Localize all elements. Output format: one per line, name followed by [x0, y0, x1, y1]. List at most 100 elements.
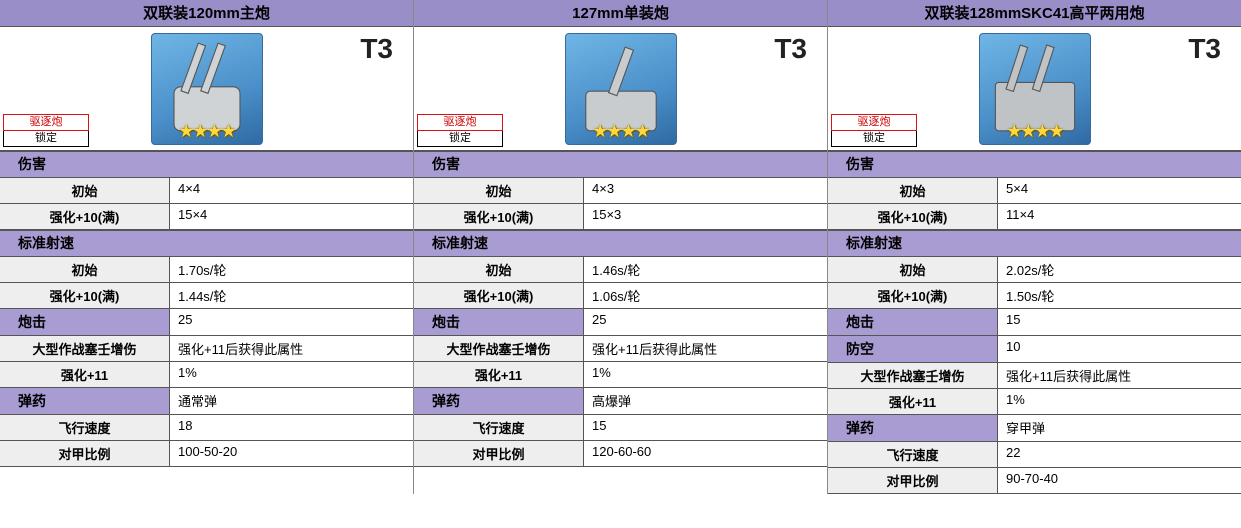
tier-label: T3: [1188, 33, 1221, 65]
stat-row: 初始2.02s/轮: [828, 257, 1241, 283]
lock-badge: 锁定: [3, 131, 89, 147]
stat-key: 炮击: [0, 309, 170, 335]
stat-key: 强化+10(满): [828, 283, 998, 308]
stat-row: 强化+111%: [828, 389, 1241, 415]
rarity-stars: ★★★★: [566, 121, 676, 142]
stat-value: 15: [998, 309, 1241, 335]
section-header: 伤害: [414, 151, 827, 178]
stat-row: 初始1.70s/轮: [0, 257, 413, 283]
stat-row: 强化+10(满)15×3: [414, 204, 827, 230]
stat-value: 1.44s/轮: [170, 283, 413, 308]
stat-row: 强化+10(满)1.50s/轮: [828, 283, 1241, 309]
equipment-icon[interactable]: ★★★★: [979, 33, 1091, 145]
stat-key: 炮击: [828, 309, 998, 335]
stat-row: 大型作战塞壬增伤强化+11后获得此属性: [0, 336, 413, 362]
type-badge: 驱逐炮: [417, 114, 503, 131]
stat-key: 对甲比例: [414, 441, 584, 466]
stat-row: 强化+10(满)1.44s/轮: [0, 283, 413, 309]
stat-value: 2.02s/轮: [998, 257, 1241, 282]
stat-key: 强化+10(满): [414, 283, 584, 308]
stat-key: 炮击: [414, 309, 584, 335]
stat-row: 对甲比例90-70-40: [828, 468, 1241, 494]
stat-row: 防空10: [828, 336, 1241, 363]
stat-row: 炮击25: [0, 309, 413, 336]
stat-row: 大型作战塞壬增伤强化+11后获得此属性: [414, 336, 827, 362]
stat-key: 大型作战塞壬增伤: [0, 336, 170, 361]
stat-row: 强化+111%: [414, 362, 827, 388]
stat-key: 对甲比例: [828, 468, 998, 493]
stat-value: 1.06s/轮: [584, 283, 827, 308]
stat-key: 初始: [828, 178, 998, 203]
stat-key: 初始: [414, 257, 584, 282]
tier-label: T3: [360, 33, 393, 65]
rarity-stars: ★★★★: [980, 121, 1090, 142]
stat-row: 弹药穿甲弹: [828, 415, 1241, 442]
stat-key: 初始: [414, 178, 584, 203]
stat-key: 初始: [0, 257, 170, 282]
stat-value: 1%: [998, 389, 1241, 414]
stat-value: 15×4: [170, 204, 413, 229]
stat-row: 弹药高爆弹: [414, 388, 827, 415]
stat-value: 1.50s/轮: [998, 283, 1241, 308]
stat-value: 强化+11后获得此属性: [170, 336, 413, 361]
equipment-icon[interactable]: ★★★★: [565, 33, 677, 145]
stat-key: 强化+10(满): [0, 204, 170, 229]
hero-area: T3 ★★★★ 驱逐炮锁定: [0, 27, 413, 151]
stat-value: 25: [584, 309, 827, 335]
stat-value: 10: [998, 336, 1241, 362]
badge-stack: 驱逐炮锁定: [417, 114, 503, 147]
badge-stack: 驱逐炮锁定: [831, 114, 917, 147]
stat-row: 强化+10(满)1.06s/轮: [414, 283, 827, 309]
equipment-icon[interactable]: ★★★★: [151, 33, 263, 145]
stat-key: 强化+11: [828, 389, 998, 414]
section-header: 伤害: [0, 151, 413, 178]
hero-area: T3★★★★驱逐炮锁定: [414, 27, 827, 151]
stat-key: 强化+10(满): [828, 204, 998, 229]
section-header: 标准射速: [0, 230, 413, 257]
stat-key: 飞行速度: [828, 442, 998, 467]
section-header: 标准射速: [414, 230, 827, 257]
equipment-panel: 双联装120mm主炮T3★★★★驱逐炮锁定伤害初始4×4强化+10(满)15×4…: [0, 0, 414, 494]
rarity-stars: ★★★★: [152, 121, 262, 142]
stat-row: 对甲比例120-60-60: [414, 441, 827, 467]
stat-value: 1.70s/轮: [170, 257, 413, 282]
stat-key: 飞行速度: [414, 415, 584, 440]
stat-row: 弹药通常弹: [0, 388, 413, 415]
stat-value: 通常弹: [170, 388, 413, 414]
stat-value: 15: [584, 415, 827, 440]
stat-key: 弹药: [0, 388, 170, 414]
panel-title: 双联装128mmSKC41高平两用炮: [828, 0, 1241, 27]
stat-value: 5×4: [998, 178, 1241, 203]
type-badge: 驱逐炮: [3, 114, 89, 131]
equipment-panel: 127mm单装炮T3★★★★驱逐炮锁定伤害初始4×3强化+10(满)15×3标准…: [414, 0, 828, 494]
panel-title: 127mm单装炮: [414, 0, 827, 27]
stat-row: 炮击25: [414, 309, 827, 336]
stat-key: 弹药: [414, 388, 584, 414]
lock-badge: 锁定: [831, 131, 917, 147]
stat-value: 1%: [584, 362, 827, 387]
stat-row: 飞行速度22: [828, 442, 1241, 468]
stat-key: 强化+10(满): [414, 204, 584, 229]
stat-key: 防空: [828, 336, 998, 362]
stat-value: 100-50-20: [170, 441, 413, 466]
stat-row: 飞行速度15: [414, 415, 827, 441]
type-badge: 驱逐炮: [831, 114, 917, 131]
stat-value: 高爆弹: [584, 388, 827, 414]
stat-value: 25: [170, 309, 413, 335]
stat-key: 对甲比例: [0, 441, 170, 466]
stat-value: 18: [170, 415, 413, 440]
stat-row: 强化+111%: [0, 362, 413, 388]
stat-value: 22: [998, 442, 1241, 467]
stat-value: 4×4: [170, 178, 413, 203]
stat-row: 炮击15: [828, 309, 1241, 336]
badge-stack: 驱逐炮锁定: [3, 114, 89, 147]
stat-row: 初始4×3: [414, 178, 827, 204]
stat-row: 初始1.46s/轮: [414, 257, 827, 283]
stat-row: 初始4×4: [0, 178, 413, 204]
lock-badge: 锁定: [417, 131, 503, 147]
stat-value: 120-60-60: [584, 441, 827, 466]
panel-title: 双联装120mm主炮: [0, 0, 413, 27]
stat-key: 初始: [828, 257, 998, 282]
stat-value: 穿甲弹: [998, 415, 1241, 441]
stat-value: 1.46s/轮: [584, 257, 827, 282]
